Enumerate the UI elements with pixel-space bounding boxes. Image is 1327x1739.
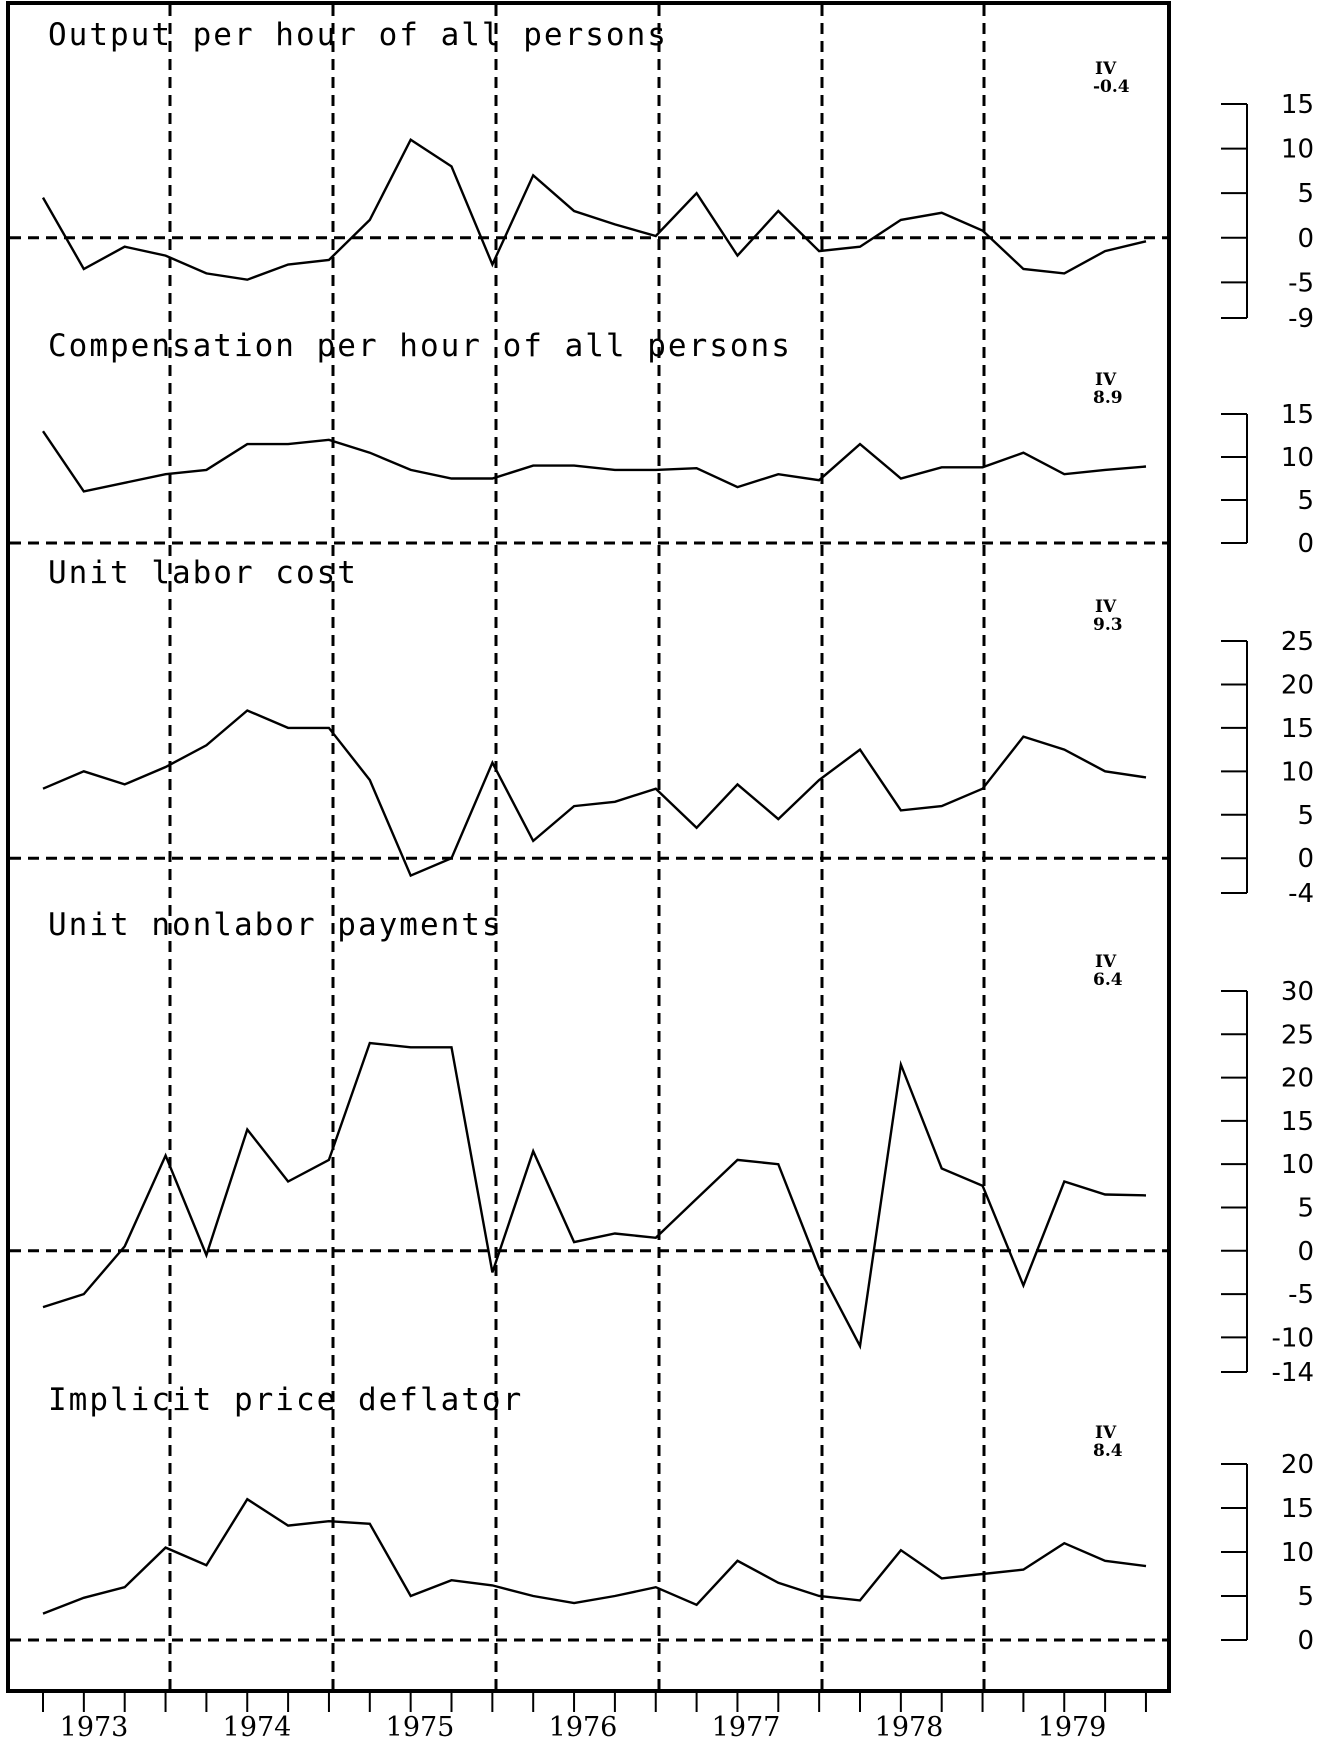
y-tick-label: 10 [1281, 135, 1314, 165]
panel-1: Output per hour of all persons IV-0.4 15 10… [10, 17, 1314, 334]
x-tick-label: 1977 [712, 1712, 781, 1739]
x-tick-label: 1979 [1038, 1712, 1107, 1739]
y-tick-label: 20 [1281, 1064, 1314, 1094]
panel-title: Unit nonlabor payments [48, 907, 503, 943]
y-tick-label: -5 [1288, 268, 1314, 298]
y-tick-label: 0 [1297, 224, 1314, 254]
y-tick-label: 10 [1281, 443, 1314, 473]
panel-title: Unit labor cost [48, 555, 358, 591]
y-tick-label: -5 [1288, 1280, 1314, 1310]
grid-layer [168, 5, 986, 1689]
y-tick-label: 20 [1281, 670, 1314, 700]
x-axis: 1973 1974 1975 1976 1977 1978 1979 [42, 1691, 1147, 1739]
latest-value-label: 8.4 [1093, 1441, 1123, 1461]
latest-value-label: 6.4 [1093, 970, 1123, 990]
y-tick-label: 0 [1297, 1626, 1314, 1656]
y-tick-label: 15 [1281, 400, 1314, 430]
x-tick-label: 1976 [549, 1712, 618, 1739]
y-tick-label: 0 [1297, 1237, 1314, 1267]
series-line [42, 430, 1147, 493]
y-tick-label: 25 [1281, 1020, 1314, 1050]
panel-5: Implicit price deflator IV8.4 20 15 10 5 0 [10, 1382, 1314, 1656]
series-line [42, 709, 1147, 878]
y-tick-label: 30 [1281, 977, 1314, 1007]
series-line [42, 1497, 1147, 1615]
y-tick-label: -10 [1272, 1323, 1314, 1353]
panel-title: Compensation per hour of all persons [48, 328, 792, 364]
panels-layer: Output per hour of all personsIV-0.41510… [10, 17, 1314, 1656]
y-tick-label: 5 [1297, 179, 1314, 209]
panel-title: Implicit price deflator [48, 1382, 523, 1418]
panel-4: Unit nonlabor payments IV6.4 30 25 20 15 10 5 0 -… [10, 907, 1314, 1388]
y-tick-label: 15 [1281, 90, 1314, 120]
series-line [42, 1041, 1147, 1350]
panel-title: Output per hour of all persons [48, 17, 668, 53]
latest-quarter-label: IV [1095, 597, 1117, 617]
panel-3: Unit labor cost IV9.3 25 20 15 10 5 0 -4 [10, 555, 1314, 909]
x-tick-label: 1974 [223, 1712, 292, 1739]
latest-value-label: 9.3 [1093, 615, 1123, 635]
y-tick-label: 15 [1281, 1107, 1314, 1137]
y-tick-label: 5 [1297, 1193, 1314, 1223]
latest-quarter-label: IV [1095, 1423, 1117, 1443]
latest-quarter-label: IV [1095, 952, 1117, 972]
y-tick-label: 15 [1281, 1494, 1314, 1524]
y-tick-label: 15 [1281, 714, 1314, 744]
latest-value-label: -0.4 [1093, 77, 1130, 97]
x-tick-label: 1975 [386, 1712, 455, 1739]
latest-quarter-label: IV [1095, 59, 1117, 79]
y-tick-label: -9 [1288, 304, 1314, 334]
latest-value-label: 8.9 [1093, 388, 1123, 408]
y-tick-label: 20 [1281, 1450, 1314, 1480]
plot-frame [6, 1, 1171, 1693]
y-tick-label: 5 [1297, 486, 1314, 516]
y-tick-label: 10 [1281, 1538, 1314, 1568]
y-tick-label: -4 [1288, 879, 1314, 909]
y-tick-label: 0 [1297, 844, 1314, 874]
series-line [41, 137, 1147, 281]
y-tick-label: 5 [1297, 801, 1314, 831]
x-tick-label: 1973 [60, 1712, 129, 1739]
latest-quarter-label: IV [1095, 370, 1117, 390]
y-tick-label: 25 [1281, 627, 1314, 657]
y-tick-label: 10 [1281, 1150, 1314, 1180]
panel-2: Compensation per hour of all persons IV8.… [10, 328, 1314, 559]
y-tick-label: 5 [1297, 1582, 1314, 1612]
y-tick-label: -14 [1272, 1358, 1314, 1388]
y-tick-label: 0 [1297, 529, 1314, 559]
x-tick-label: 1978 [875, 1712, 944, 1739]
y-tick-label: 10 [1281, 757, 1314, 787]
